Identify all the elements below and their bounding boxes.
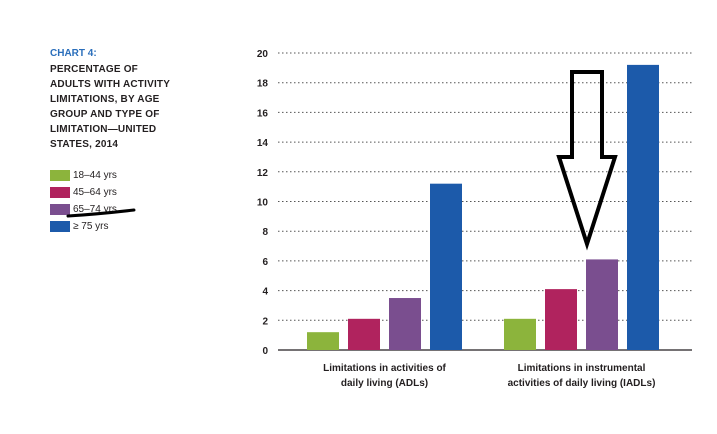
bar — [348, 318, 380, 350]
legend-item: 45–64 yrs — [50, 184, 117, 201]
bar — [586, 259, 618, 350]
bar — [307, 332, 339, 350]
y-tick-label: 16 — [257, 108, 269, 119]
chart-title-line: PERCENTAGE OF — [50, 64, 138, 75]
y-tick-label: 4 — [262, 287, 268, 298]
y-tick-label: 8 — [262, 227, 268, 238]
legend-swatch — [50, 221, 70, 232]
y-tick-label: 6 — [262, 257, 268, 268]
chart-header: CHART 4: PERCENTAGE OF ADULTS WITH ACTIV… — [50, 48, 200, 152]
down-arrow-annotation — [556, 70, 618, 251]
legend-item: ≥ 75 yrs — [50, 218, 117, 235]
legend-label: 65–74 yrs — [73, 204, 117, 215]
chart-title-line: GROUP AND TYPE OF — [50, 109, 160, 120]
y-tick-label: 2 — [262, 316, 268, 327]
legend-label: 18–44 yrs — [73, 170, 117, 181]
chart-title-line: LIMITATION—UNITED — [50, 124, 157, 135]
legend-swatch — [50, 170, 70, 181]
x-category-label: daily living (ADLs) — [341, 378, 428, 389]
legend-label: 45–64 yrs — [73, 187, 117, 198]
chart-title: PERCENTAGE OF ADULTS WITH ACTIVITY LIMIT… — [50, 62, 200, 152]
y-tick-label: 12 — [257, 168, 269, 179]
y-tick-label: 10 — [257, 198, 269, 209]
chart-title-line: STATES, 2014 — [50, 139, 119, 150]
legend-item: 18–44 yrs — [50, 167, 117, 184]
chart-label: CHART 4: — [50, 48, 97, 59]
legend-item: 65–74 yrs — [50, 201, 117, 218]
bar — [504, 318, 536, 350]
legend-swatch — [50, 187, 70, 198]
y-tick-label: 20 — [257, 49, 269, 60]
chart-title-line: ADULTS WITH ACTIVITY — [50, 79, 171, 90]
underline-annotation — [66, 208, 136, 218]
y-tick-label: 0 — [262, 346, 268, 357]
bar — [430, 183, 462, 350]
bar — [545, 289, 577, 350]
legend-label: ≥ 75 yrs — [73, 221, 109, 232]
bar — [389, 298, 421, 350]
y-tick-label: 18 — [257, 79, 269, 90]
legend-swatch — [50, 204, 70, 215]
legend: 18–44 yrs 45–64 yrs 65–74 yrs ≥ 75 yrs — [50, 167, 117, 235]
x-category-label: activities of daily living (IADLs) — [508, 378, 656, 389]
bar — [627, 64, 659, 350]
y-tick-label: 14 — [257, 138, 269, 149]
x-category-label: Limitations in instrumental — [518, 363, 646, 374]
x-category-label: Limitations in activities of — [323, 363, 446, 374]
chart-title-line: LIMITATIONS, BY AGE — [50, 94, 160, 105]
